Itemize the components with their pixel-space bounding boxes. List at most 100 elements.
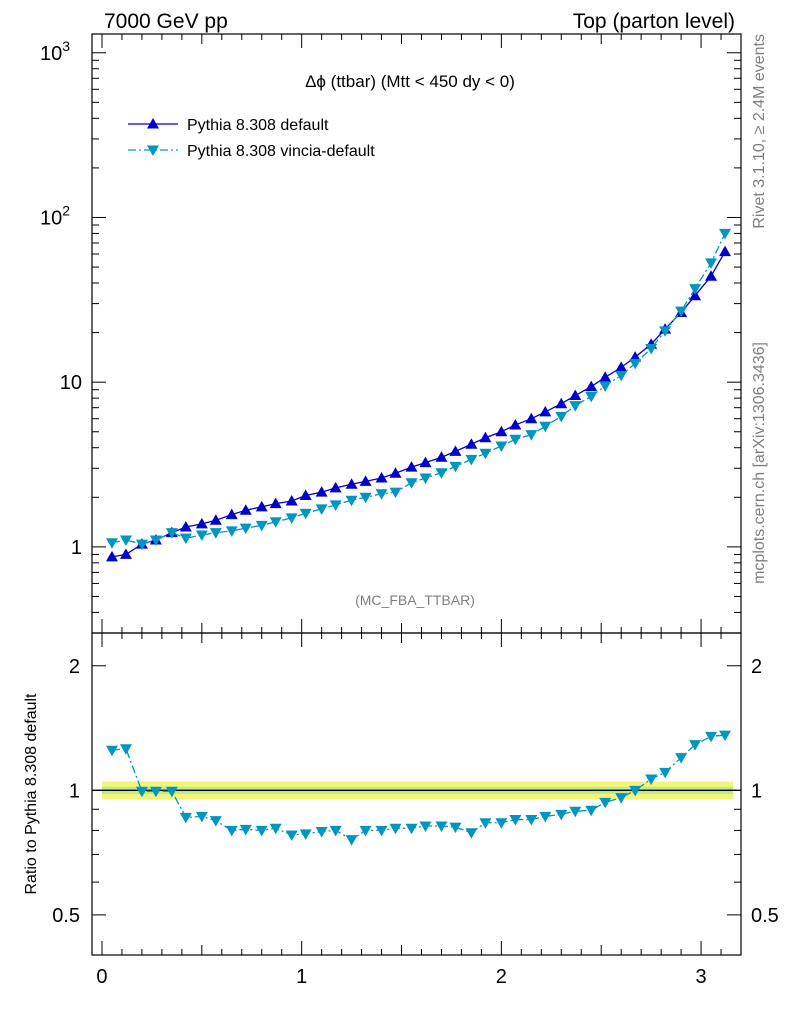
main-point-1-40 <box>705 258 718 269</box>
legend: Pythia 8.308 default Pythia 8.308 vincia-… <box>128 117 375 160</box>
main-point-0-15 <box>329 481 342 493</box>
ratio-point-13 <box>299 829 312 840</box>
main-series-line-1 <box>111 233 726 545</box>
main-point-0-26 <box>495 425 508 437</box>
ratio-y-tick-label-right: 1 <box>751 780 762 802</box>
main-point-1-37 <box>659 326 672 337</box>
ratio-point-29 <box>539 811 552 823</box>
main-point-1-11 <box>269 517 282 528</box>
main-point-0-31 <box>569 389 582 401</box>
ratio-point-23 <box>449 822 462 834</box>
main-point-0-0 <box>105 550 118 562</box>
main-point-1-26 <box>495 441 508 452</box>
rivet-side-label: Rivet 3.1.10, ≥ 2.4M events <box>751 34 768 229</box>
ratio-point-39 <box>689 740 702 751</box>
ratio-point-3 <box>149 786 162 798</box>
main-point-1-36 <box>645 344 658 355</box>
main-point-1-9 <box>239 523 252 535</box>
ratio-point-26 <box>495 818 508 829</box>
main-point-1-27 <box>509 434 522 446</box>
ratio-point-11 <box>269 823 282 835</box>
ratio-point-40 <box>705 731 718 743</box>
main-point-0-8 <box>225 508 238 520</box>
ratio-point-24 <box>465 828 478 839</box>
main-point-0-32 <box>585 380 598 392</box>
ratio-point-21 <box>419 821 432 832</box>
main-point-0-6 <box>195 517 208 529</box>
legend-label-0: Pythia 8.308 default <box>187 117 329 134</box>
main-y-tick-label: 10 <box>60 372 82 394</box>
legend-marker-1 <box>147 145 159 156</box>
ratio-panel-frame <box>91 632 742 956</box>
main-point-0-22 <box>435 451 448 462</box>
main-point-1-41 <box>719 228 732 240</box>
ratio-point-6 <box>195 811 208 823</box>
main-point-1-5 <box>179 533 192 545</box>
main-point-0-17 <box>359 475 372 486</box>
main-point-1-20 <box>405 478 418 489</box>
ratio-point-12 <box>285 830 298 841</box>
main-point-0-25 <box>479 431 492 443</box>
main-point-0-1 <box>119 548 132 559</box>
main-y-tick-label: 1 <box>71 537 82 559</box>
main-point-0-10 <box>255 500 268 512</box>
ratio-point-15 <box>329 825 342 837</box>
main-point-0-29 <box>539 405 552 417</box>
header-left-label: 7000 GeV pp <box>104 10 228 33</box>
ratio-point-14 <box>315 827 328 838</box>
main-point-0-24 <box>465 438 478 449</box>
ratio-point-10 <box>255 825 268 837</box>
ratio-point-2 <box>135 786 148 798</box>
main-point-1-14 <box>315 504 328 515</box>
main-point-0-30 <box>555 397 568 409</box>
main-point-0-28 <box>525 412 538 424</box>
ratio-point-32 <box>585 805 598 817</box>
main-point-1-31 <box>569 401 582 412</box>
ratio-point-33 <box>599 797 612 809</box>
ratio-y-axis-label: Ratio to Pythia 8.308 default <box>23 693 40 895</box>
main-point-0-20 <box>405 461 418 472</box>
ratio-x-tick-label: 2 <box>496 966 507 988</box>
main-point-0-21 <box>419 456 432 468</box>
ratio-point-41 <box>719 730 732 742</box>
ratio-point-16 <box>345 835 358 846</box>
main-point-1-13 <box>299 508 312 520</box>
main-point-1-12 <box>285 513 298 524</box>
main-point-0-19 <box>389 467 402 478</box>
main-point-1-28 <box>525 430 538 441</box>
main-point-1-16 <box>345 495 358 507</box>
ratio-point-34 <box>615 793 628 804</box>
main-point-0-5 <box>179 521 192 532</box>
main-point-1-19 <box>389 487 402 499</box>
main-point-0-18 <box>375 471 388 483</box>
main-point-1-3 <box>149 535 162 547</box>
ratio-point-20 <box>405 823 418 835</box>
ratio-point-30 <box>555 809 568 821</box>
ratio-y-tick-label: 2 <box>69 656 80 678</box>
ratio-x-tick-label: 1 <box>296 966 307 988</box>
ratio-point-31 <box>569 806 582 818</box>
main-point-0-7 <box>209 514 222 525</box>
main-point-1-7 <box>209 528 222 539</box>
ratio-y-tick-label: 1 <box>69 780 80 802</box>
ratio-point-4 <box>165 786 178 798</box>
ratio-point-8 <box>225 825 238 837</box>
main-point-1-29 <box>539 421 552 433</box>
main-point-0-14 <box>315 486 328 497</box>
ratio-point-27 <box>509 815 522 826</box>
main-point-1-18 <box>375 489 388 500</box>
main-point-0-40 <box>705 270 718 281</box>
ratio-y-tick-label-right: 2 <box>751 656 762 678</box>
ratio-point-19 <box>389 823 402 835</box>
main-point-1-15 <box>329 500 342 511</box>
main-point-0-27 <box>509 418 522 430</box>
ratio-point-35 <box>629 785 642 797</box>
ratio-point-1 <box>119 744 132 755</box>
ratio-y-tick-label-right: 0.5 <box>751 905 779 927</box>
ratio-point-7 <box>209 816 222 827</box>
main-point-1-8 <box>225 526 238 537</box>
main-point-0-34 <box>615 361 628 372</box>
main-point-1-39 <box>689 284 702 295</box>
